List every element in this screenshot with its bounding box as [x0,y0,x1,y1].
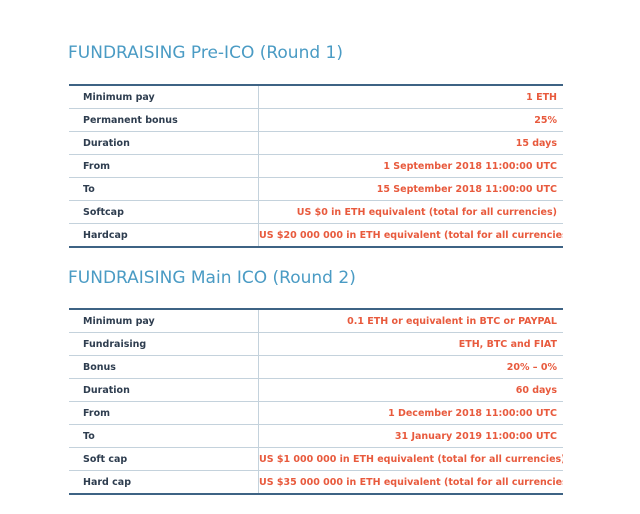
table-row: Permanent bonus 25% [69,108,563,132]
row-label: Hardcap [69,223,259,248]
row-value: US $1 000 000 in ETH equivalent (total f… [258,447,563,471]
round2-table: Minimum pay 0.1 ETH or equivalent in BTC… [69,308,563,495]
table-row: Fundraising ETH, BTC and FIAT [69,332,563,356]
table-row: From 1 September 2018 11:00:00 UTC [69,154,563,178]
row-label: Duration [69,378,259,402]
table-row: Minimum pay 1 ETH [69,84,563,109]
row-value: 31 January 2019 11:00:00 UTC [258,424,563,448]
row-label: From [69,401,259,425]
row-label: Bonus [69,355,259,379]
row-label: Minimum pay [69,308,259,333]
table-row: Hard cap US $35 000 000 in ETH equivalen… [69,470,563,495]
table-row: To 15 September 2018 11:00:00 UTC [69,177,563,201]
row-value: US $0 in ETH equivalent (total for all c… [258,200,563,224]
row-value: 1 September 2018 11:00:00 UTC [258,154,563,178]
row-value: 1 ETH [258,84,563,109]
round1-title: FUNDRAISING Pre-ICO (Round 1) [68,43,343,63]
row-value: 25% [258,108,563,132]
row-value: US $20 000 000 in ETH equivalent (total … [258,223,563,248]
table-row: From 1 December 2018 11:00:00 UTC [69,401,563,425]
row-value: 15 days [258,131,563,155]
row-value: ETH, BTC and FIAT [258,332,563,356]
row-label: Softcap [69,200,259,224]
table-row: Hardcap US $20 000 000 in ETH equivalent… [69,223,563,248]
table-row: Soft cap US $1 000 000 in ETH equivalent… [69,447,563,471]
row-label: Duration [69,131,259,155]
row-label: Fundraising [69,332,259,356]
row-label: To [69,424,259,448]
row-value: US $35 000 000 in ETH equivalent (total … [258,470,563,495]
row-label: Soft cap [69,447,259,471]
row-value: 15 September 2018 11:00:00 UTC [258,177,563,201]
row-value: 20% – 0% [258,355,563,379]
row-value: 0.1 ETH or equivalent in BTC or PAYPAL [258,308,563,333]
table-row: To 31 January 2019 11:00:00 UTC [69,424,563,448]
table-row: Duration 60 days [69,378,563,402]
table-row: Bonus 20% – 0% [69,355,563,379]
table-row: Softcap US $0 in ETH equivalent (total f… [69,200,563,224]
table-row: Minimum pay 0.1 ETH or equivalent in BTC… [69,308,563,333]
row-label: Hard cap [69,470,259,495]
table-row: Duration 15 days [69,131,563,155]
row-label: To [69,177,259,201]
round2-title: FUNDRAISING Main ICO (Round 2) [68,268,356,288]
row-value: 1 December 2018 11:00:00 UTC [258,401,563,425]
row-label: Minimum pay [69,84,259,109]
round1-table: Minimum pay 1 ETH Permanent bonus 25% Du… [69,84,563,248]
row-value: 60 days [258,378,563,402]
row-label: Permanent bonus [69,108,259,132]
row-label: From [69,154,259,178]
